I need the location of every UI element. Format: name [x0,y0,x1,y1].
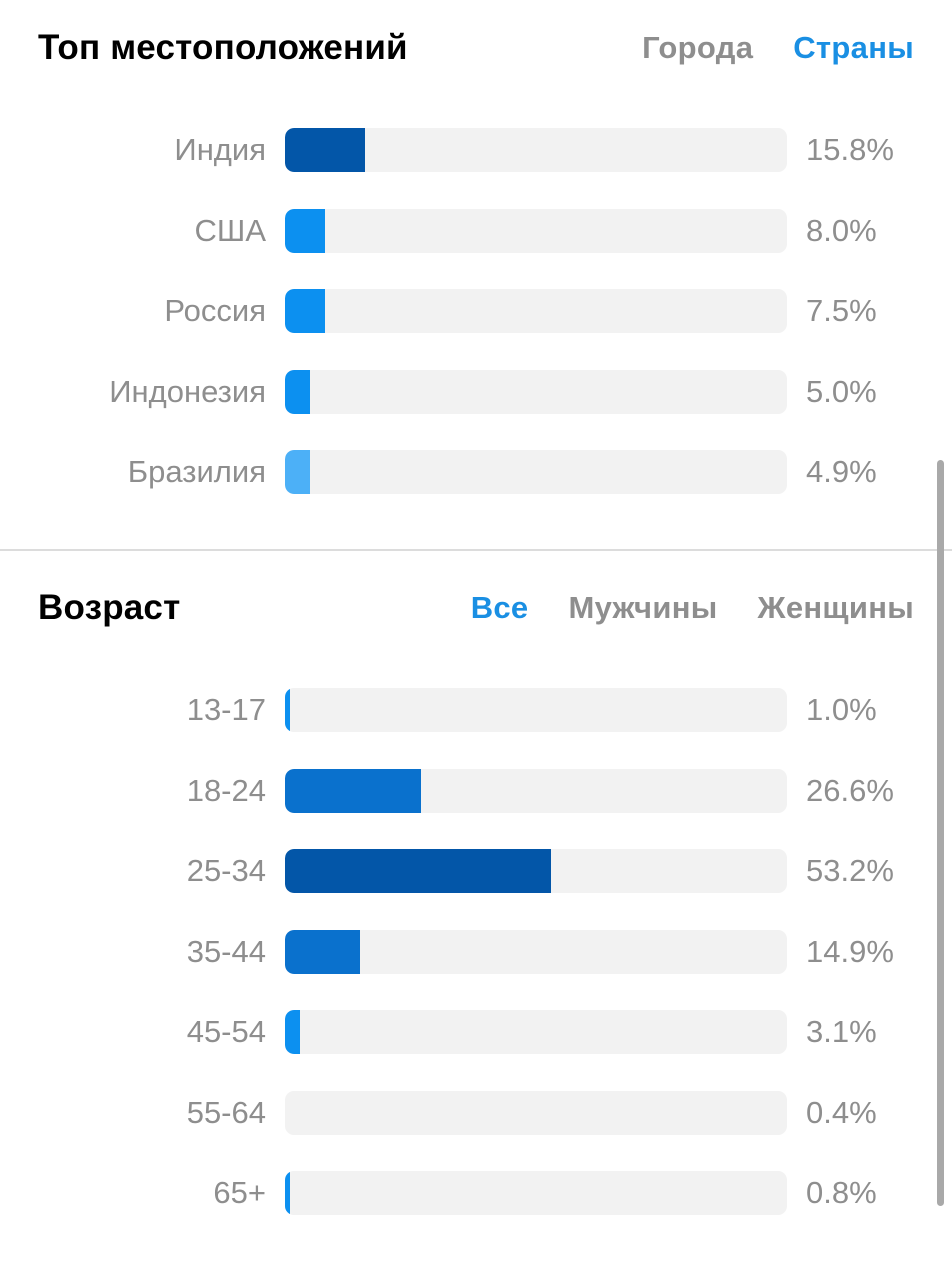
bar-fill [285,1171,291,1215]
list-item: Индия 15.8% [0,128,952,209]
bar-track [285,768,787,813]
bar-fill [285,688,291,732]
tab-cities[interactable]: Города [642,30,754,65]
location-label: США [194,212,266,248]
list-item: 65+ 0.8% [0,1171,952,1252]
section-divider [0,549,952,551]
age-range-label: 65+ [213,1175,266,1210]
list-item: 45-54 3.1% [0,1010,952,1091]
bar-track [285,1010,787,1054]
location-label: Бразилия [127,454,266,489]
bar-track [285,849,787,893]
bar-track [285,450,787,494]
location-label: Индонезия [109,373,266,409]
age-title: Возраст [38,588,181,627]
location-label: Индия [174,132,266,167]
age-list: 13-17 1.0% 18-24 26.6% 25-34 53.2% 35-44… [0,688,952,1252]
list-item: 25-34 53.2% [0,849,952,930]
bar-track [285,688,787,732]
age-value: 1.0% [806,692,877,727]
bar-track [285,369,787,414]
bar-fill [285,289,326,333]
age-range-label: 13-17 [186,692,266,727]
bar-fill [285,450,311,494]
age-header: Возраст Все Мужчины Женщины [38,578,914,638]
bar-track [285,1090,787,1135]
bar-track [285,1171,787,1215]
location-value: 8.0% [806,212,877,248]
list-item: 35-44 14.9% [0,929,952,1011]
tab-countries[interactable]: Страны [793,30,914,65]
age-value: 14.9% [806,933,894,969]
bar-fill [285,369,311,414]
bar-track [285,929,787,974]
location-value: 4.9% [806,454,877,489]
bar-fill [285,929,361,974]
age-value: 0.4% [806,1094,877,1130]
bar-fill [285,208,326,253]
bar-fill [285,849,552,893]
age-range-label: 18-24 [186,772,266,808]
bar-track [285,128,787,172]
list-item: 55-64 0.4% [0,1090,952,1172]
age-value: 26.6% [806,772,894,808]
location-value: 5.0% [806,373,877,409]
locations-list: Индия 15.8% США 8.0% Россия 7.5% Индонез… [0,128,952,531]
tab-women[interactable]: Женщины [757,590,914,625]
location-value: 15.8% [806,132,894,167]
tab-men[interactable]: Мужчины [568,590,718,625]
bar-track [285,289,787,333]
list-item: Бразилия 4.9% [0,450,952,531]
age-value: 3.1% [806,1014,877,1049]
list-item: Индонезия 5.0% [0,369,952,451]
age-range-label: 35-44 [186,933,266,969]
list-item: 13-17 1.0% [0,688,952,769]
list-item: США 8.0% [0,208,952,290]
age-range-label: 25-34 [186,853,266,888]
age-range-label: 45-54 [186,1014,266,1049]
bar-fill [285,128,366,172]
locations-title: Топ местоположений [38,28,408,67]
list-item: Россия 7.5% [0,289,952,370]
age-tabs: Все Мужчины Женщины [471,578,914,638]
age-value: 0.8% [806,1175,877,1210]
location-value: 7.5% [806,293,877,328]
list-item: 18-24 26.6% [0,768,952,850]
age-range-label: 55-64 [186,1094,266,1130]
scrollbar[interactable] [937,460,944,1206]
bar-fill [285,768,421,813]
location-label: Россия [164,293,266,328]
locations-header: Топ местоположений Города Страны [38,18,914,78]
locations-tabs: Города Страны [642,18,914,78]
tab-all[interactable]: Все [470,590,529,625]
age-value: 53.2% [806,853,894,888]
bar-fill [285,1010,301,1054]
bar-track [285,208,787,253]
